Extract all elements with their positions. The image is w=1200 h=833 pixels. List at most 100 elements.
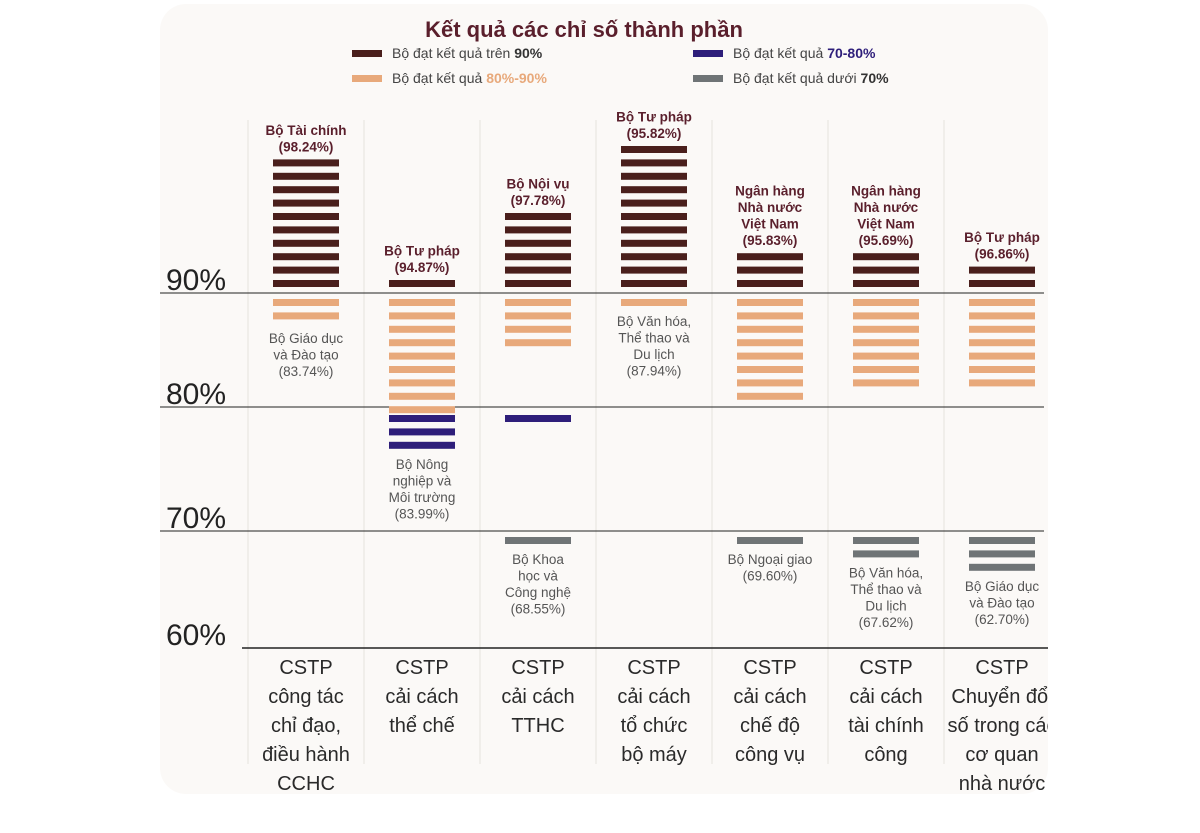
bar-stripe-above90 <box>273 159 339 167</box>
bar-stripe-above90 <box>621 159 687 167</box>
bar-stripe-b80_90 <box>969 366 1035 373</box>
bar-stripe-above90 <box>273 253 339 261</box>
bar-stripe-b80_90 <box>853 352 919 360</box>
bar-stripe-above90 <box>505 226 571 234</box>
data-label: Ngân hàng Nhà nước Việt Nam (95.83%) <box>735 184 805 249</box>
legend: Bộ đạt kết quả trên 90% Bộ đạt kết quả 70… <box>352 45 889 86</box>
bar-stripe-below70 <box>853 537 919 544</box>
bar-stripe-b80_90 <box>273 299 339 306</box>
bar-stripe-above90 <box>737 253 803 261</box>
bar-stripe-b80_90 <box>389 406 455 414</box>
bar-stripe-above90 <box>273 186 339 194</box>
data-label: Bộ Ngoại giao (69.60%) <box>728 552 813 584</box>
bar-stripe-b80_90 <box>389 312 455 320</box>
bar-stripe-b80_90 <box>389 366 455 373</box>
bar-stripe-b70_80 <box>505 415 571 422</box>
bar-stripe-b80_90 <box>853 299 919 306</box>
bar-stripe-b80_90 <box>737 299 803 306</box>
bar-stripe-b80_90 <box>505 299 571 306</box>
bar-stripe-b80_90 <box>389 339 455 347</box>
data-label: Bộ Khoa học và Công nghệ (68.55%) <box>505 552 571 617</box>
bar-stripe-b80_90 <box>737 339 803 347</box>
bar-stripe-above90 <box>505 266 571 274</box>
bar-stripe-above90 <box>853 266 919 274</box>
bar-stripe-below70 <box>853 550 919 558</box>
bar-stripe-above90 <box>273 280 339 287</box>
bar-stripe-b70_80 <box>389 441 455 449</box>
x-category-label: CSTP cải cách chế độ công vụ <box>733 657 806 766</box>
y-tick-label: 70% <box>166 502 226 535</box>
bar-stripe-b80_90 <box>853 366 919 373</box>
bar-stripe-b80_90 <box>969 352 1035 360</box>
bar-stripe-above90 <box>969 280 1035 287</box>
bar-stripe-above90 <box>621 239 687 247</box>
data-label: Bộ Giáo dục và Đào tạo (83.74%) <box>269 331 344 379</box>
y-tick-label: 60% <box>166 619 226 652</box>
bar-stripe-b80_90 <box>389 352 455 360</box>
legend-entry: Bộ đạt kết quả 70-80% <box>733 45 876 61</box>
bar-stripe-b80_90 <box>389 379 455 387</box>
bar-stripe-above90 <box>737 266 803 274</box>
bar-stripe-above90 <box>273 226 339 234</box>
bar-stripe-b80_90 <box>505 312 571 320</box>
bar-stripe-above90 <box>505 280 571 287</box>
legend-swatch <box>352 50 382 57</box>
bar-stripe-b80_90 <box>737 312 803 320</box>
bar-stripe-above90 <box>505 239 571 247</box>
chart: Kết quả các chỉ số thành phần Bộ đạt kết… <box>160 17 1048 794</box>
bar-stripe-b80_90 <box>737 325 803 333</box>
bar-stripe-below70 <box>737 537 803 544</box>
bar-stripe-b80_90 <box>505 325 571 333</box>
bar-stripe-b80_90 <box>853 312 919 320</box>
bar-stripe-above90 <box>621 172 687 180</box>
data-label: Ngân hàng Nhà nước Việt Nam (95.69%) <box>851 184 921 249</box>
data-labels: Bộ Tài chính (98.24%) Bộ Giáo dục và Đào tạ… <box>266 110 1040 630</box>
bar-stripe-b80_90 <box>969 339 1035 347</box>
data-label: Bộ Tư pháp (94.87%) <box>384 244 460 276</box>
data-label: Bộ Tài chính (98.24%) <box>266 123 347 155</box>
y-tick-label: 80% <box>166 378 226 411</box>
bar-stripe-b80_90 <box>273 312 339 320</box>
bar-stripe-above90 <box>621 199 687 207</box>
bar-stripe-above90 <box>273 199 339 207</box>
bar-stripe-b80_90 <box>969 312 1035 320</box>
data-label: Bộ Tư pháp (95.82%) <box>616 110 692 142</box>
bar-stripe-b80_90 <box>621 299 687 306</box>
bar-stripe-above90 <box>273 213 339 220</box>
bar-stripe-b80_90 <box>853 325 919 333</box>
bar-stripe-b80_90 <box>969 299 1035 306</box>
legend-swatch <box>693 75 723 82</box>
bar-stripe-b80_90 <box>737 379 803 387</box>
data-label: Bộ Văn hóa, Thể thao và Du lịch (87.94%) <box>617 314 691 379</box>
bar-stripe-above90 <box>273 239 339 247</box>
x-category-label: CSTP cải cách tài chính công <box>848 657 924 766</box>
bar-stripe-above90 <box>273 172 339 180</box>
x-category-label: CSTP cải cách tổ chức bộ máy <box>617 657 690 766</box>
bar-stripe-above90 <box>969 266 1035 274</box>
bar-stripe-b70_80 <box>389 415 455 422</box>
bar-stripe-b80_90 <box>737 366 803 373</box>
bar-stripe-above90 <box>737 280 803 287</box>
x-category-label: CSTP công tác chỉ đạo, điều hành CCHC <box>262 657 350 794</box>
bar-stripe-b80_90 <box>389 299 455 306</box>
data-label: Bộ Tư pháp (96.86%) <box>964 230 1040 262</box>
bar-stripe-b80_90 <box>389 392 455 400</box>
chart-title: Kết quả các chỉ số thành phần <box>425 17 743 42</box>
bar-stripe-b80_90 <box>737 352 803 360</box>
bar-stripe-below70 <box>969 550 1035 558</box>
grid <box>160 120 1048 764</box>
bar-stripe-above90 <box>621 146 687 153</box>
bar-stripe-b80_90 <box>737 392 803 400</box>
legend-swatch <box>352 75 382 82</box>
data-label: Bộ Giáo dục và Đào tạo (62.70%) <box>965 579 1040 627</box>
bar-stripe-above90 <box>621 226 687 234</box>
x-category-label: CSTP Chuyển đổi số trong các cơ quan nhà nướ… <box>948 657 1048 794</box>
bar-stripe-above90 <box>621 253 687 261</box>
bar-stripe-below70 <box>969 537 1035 544</box>
bar-stripe-above90 <box>621 280 687 287</box>
bar-stripe-below70 <box>505 537 571 544</box>
data-label: Bộ Nội vụ (97.78%) <box>507 177 570 209</box>
y-axis-ticks: 90% 80% 70% 60% <box>166 264 226 652</box>
bar-stripe-b70_80 <box>389 428 455 436</box>
data-label: Bộ Văn hóa, Thể thao và Du lịch (67.62%) <box>849 565 923 630</box>
